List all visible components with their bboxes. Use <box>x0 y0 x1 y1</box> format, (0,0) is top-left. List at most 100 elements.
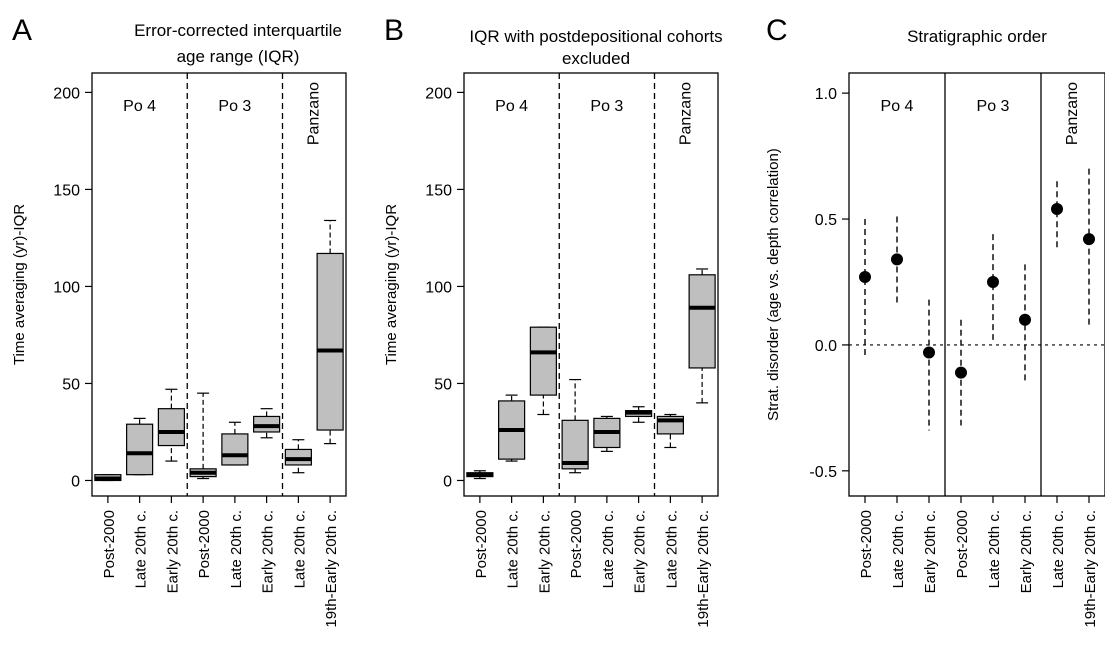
point-5 <box>1019 264 1031 383</box>
plot-frame <box>848 72 1105 497</box>
y-tick-label: 0.5 <box>815 212 837 229</box>
data-point <box>1051 202 1063 215</box>
x-tick-label: Late 20th c. <box>600 510 617 588</box>
data-point <box>1083 233 1095 246</box>
plot-frame <box>91 72 347 497</box>
data-point <box>891 253 903 266</box>
group-label: Po 3 <box>590 98 623 115</box>
panel-title-line: excluded <box>562 49 630 68</box>
y-tick-label: -0.5 <box>809 464 837 481</box>
y-tick-label: 150 <box>53 182 80 199</box>
box-iqr <box>221 433 249 466</box>
group-label: Panzano <box>305 82 322 145</box>
panel-title-line: IQR with postdepositional cohorts <box>469 27 722 46</box>
group-label: Panzano <box>1064 82 1081 145</box>
panel-letter: B <box>384 14 404 47</box>
y-tick-label: 0 <box>71 473 80 490</box>
y-tick-label: 100 <box>425 279 452 296</box>
box-2 <box>529 326 557 416</box>
x-tick-label: Late 20th c. <box>986 510 1003 588</box>
point-7 <box>1083 168 1095 328</box>
panel-a: A Error-corrected interquartile age range … <box>11 14 347 628</box>
panel-letter: C <box>766 14 788 47</box>
panel-title-line: Stratigraphic order <box>907 27 1047 46</box>
box-iqr <box>157 408 185 447</box>
y-tick-label: 200 <box>53 85 80 102</box>
point-0 <box>859 219 871 358</box>
y-tick-label: 150 <box>425 182 452 199</box>
x-tick-label: Late 20th c. <box>1050 510 1067 588</box>
x-tick-label: Post-2000 <box>473 510 490 578</box>
box-iqr <box>126 423 154 476</box>
box-4 <box>221 421 249 466</box>
point-6 <box>1051 181 1063 250</box>
data-point <box>859 270 871 283</box>
data-point <box>987 275 999 288</box>
point-4 <box>987 234 999 340</box>
box-3 <box>561 378 589 474</box>
point-2 <box>923 299 935 431</box>
y-tick-label: 100 <box>53 279 80 296</box>
plot-frame <box>463 72 719 497</box>
x-tick-label: Early 20th c. <box>632 510 649 593</box>
x-tick-label: Post-2000 <box>101 510 118 578</box>
y-tick-label: 1.0 <box>815 86 837 103</box>
x-tick-label: Early 20th c. <box>536 510 553 593</box>
box-6 <box>284 439 312 474</box>
box-1 <box>498 394 526 462</box>
panel-title-line: age range (IQR) <box>177 47 300 66</box>
box-iqr <box>529 326 557 396</box>
point-3 <box>955 319 967 426</box>
box-iqr <box>561 419 589 470</box>
y-tick-label: 0 <box>443 473 452 490</box>
box-7 <box>688 268 716 404</box>
group-label: Po 4 <box>495 98 528 115</box>
x-tick-label: Late 20th c. <box>663 510 680 588</box>
x-tick-label: Post-2000 <box>954 510 971 578</box>
y-axis-label: Time averaging (yr)-IQR <box>11 204 28 365</box>
y-tick-label: 0.0 <box>815 338 837 355</box>
box-4 <box>593 415 621 452</box>
group-label: Po 3 <box>977 98 1010 115</box>
x-tick-label: Post-2000 <box>568 510 585 578</box>
box-0 <box>466 470 494 480</box>
panel-title-line: Error-corrected interquartile <box>134 21 342 40</box>
y-axis-label: Strat. disorder (age vs. depth correlati… <box>765 148 782 421</box>
panel-c: C Stratigraphic order Strat. disorder (age… <box>765 14 1105 628</box>
data-point <box>1019 313 1031 326</box>
x-tick-label: Early 20th c. <box>922 510 939 593</box>
box-6 <box>656 413 684 449</box>
data-point <box>923 346 935 359</box>
box-3 <box>189 392 217 480</box>
box-0 <box>94 474 122 482</box>
box-iqr <box>688 274 716 369</box>
x-tick-label: Early 20th c. <box>1018 510 1035 593</box>
point-1 <box>891 216 903 305</box>
group-label: Po 4 <box>881 98 914 115</box>
data-point <box>955 366 967 379</box>
x-tick-label: Early 20th c. <box>260 510 277 593</box>
y-tick-label: 200 <box>425 85 452 102</box>
box-2 <box>157 388 185 462</box>
panel-b: B IQR with postdepositional cohorts exclud… <box>383 14 723 628</box>
x-tick-label: Late 20th c. <box>505 510 522 588</box>
x-tick-label: 19th-Early 20th c. <box>1082 510 1099 628</box>
x-tick-label: Post-2000 <box>196 510 213 578</box>
x-tick-label: Early 20th c. <box>164 510 181 593</box>
x-tick-label: 19th-Early 20th c. <box>695 510 712 628</box>
x-tick-label: Late 20th c. <box>228 510 245 588</box>
x-tick-label: 19th-Early 20th c. <box>323 510 340 628</box>
box-1 <box>126 417 154 476</box>
x-tick-label: Late 20th c. <box>890 510 907 588</box>
group-label: Panzano <box>677 82 694 145</box>
box-iqr <box>316 252 344 431</box>
y-tick-label: 50 <box>62 376 80 393</box>
group-label: Po 4 <box>123 98 156 115</box>
box-7 <box>316 219 344 445</box>
x-tick-label: Late 20th c. <box>133 510 150 588</box>
box-5 <box>625 406 653 423</box>
box-5 <box>253 408 281 439</box>
x-tick-label: Post-2000 <box>858 510 875 578</box>
x-tick-label: Late 20th c. <box>291 510 308 588</box>
